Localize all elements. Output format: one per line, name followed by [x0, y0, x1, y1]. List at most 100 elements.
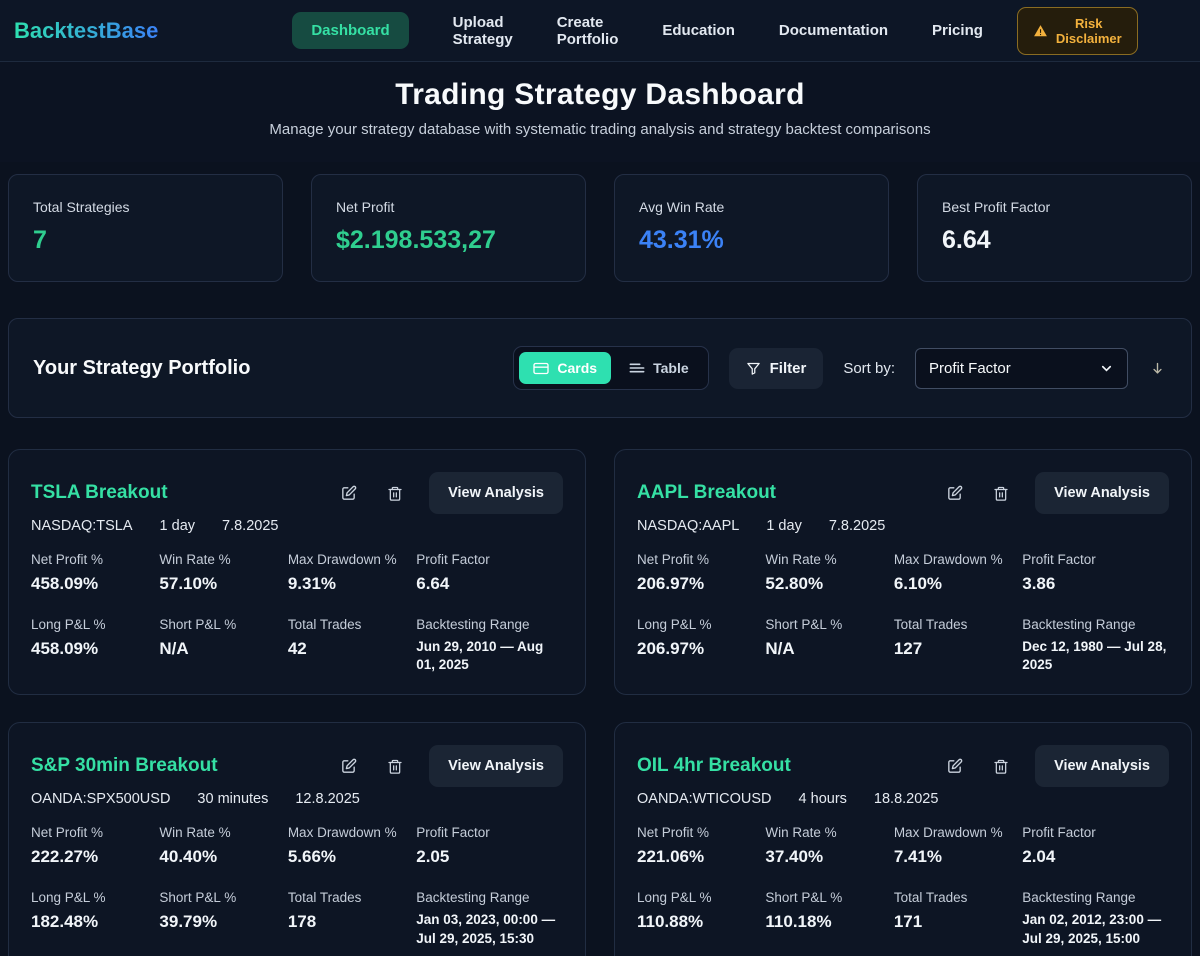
strategy-meta: NASDAQ:AAPL 1 day 7.8.2025	[637, 518, 1169, 534]
view-analysis-button[interactable]: View Analysis	[429, 472, 563, 514]
delete-button[interactable]	[383, 754, 407, 779]
stat-label: Net Profit %	[637, 825, 710, 841]
view-analysis-button[interactable]: View Analysis	[1035, 472, 1169, 514]
edit-button[interactable]	[942, 481, 967, 506]
stat-cell: Backtesting Range Jan 03, 2023, 00:00 — J…	[416, 890, 563, 947]
strategy-card-header: OIL 4hr Breakout View Analysis	[637, 745, 1169, 788]
stat-value: 2.05	[416, 847, 450, 867]
sort-direction-button[interactable]	[1148, 358, 1167, 379]
edit-button[interactable]	[942, 754, 967, 779]
stat-value: Dec 12, 1980 — Jul 28, 2025	[1022, 639, 1167, 673]
stat-value: 458.09%	[31, 574, 99, 593]
view-toggle-group: Cards Table	[513, 346, 709, 390]
stat-cell: Backtesting Range Jan 02, 2012, 23:00 — J…	[1022, 890, 1169, 947]
stat-cell: Win Rate % 57.10%	[159, 552, 287, 594]
stat-label: Backtesting Range	[416, 890, 530, 906]
summary-card-net-profit: Net Profit $2.198.533,27	[311, 174, 586, 282]
risk-disclaimer-button[interactable]: Risk Disclaimer	[1016, 6, 1138, 55]
strategy-card: S&P 30min Breakout View Analysis OANDA:S…	[8, 722, 586, 956]
nav-item-education[interactable]: Education	[662, 22, 735, 39]
stat-cell: Backtesting Range Dec 12, 1980 — Jul 28, …	[1022, 617, 1169, 674]
table-view-button[interactable]: Table	[615, 352, 703, 384]
stat-cell: Total Trades 127	[894, 617, 1022, 674]
stat-label: Profit Factor	[416, 552, 490, 567]
stat-cell: Net Profit % 221.06%	[637, 825, 765, 867]
stat-cell: Max Drawdown % 9.31%	[288, 552, 416, 594]
stat-label: Short P&L %	[765, 617, 843, 632]
nav-item-create-portfolio[interactable]: Create Portfolio	[556, 13, 619, 48]
stat-label: Backtesting Range	[1022, 617, 1136, 632]
page-title: Trading Strategy Dashboard	[395, 78, 805, 111]
sort-select[interactable]: Profit Factor	[915, 347, 1128, 389]
stat-cell: Win Rate % 52.80%	[765, 552, 893, 594]
risk-disclaimer-label: Risk Disclaimer	[1055, 15, 1122, 46]
sort-by-label: Sort by:	[843, 359, 895, 377]
stat-value: 2.04	[1022, 847, 1056, 867]
strategy-date: 7.8.2025	[222, 518, 279, 534]
stat-value: 171	[893, 912, 923, 932]
delete-button[interactable]	[383, 481, 407, 506]
nav-item-documentation[interactable]: Documentation	[778, 22, 889, 39]
stat-value: 6.10%	[893, 574, 943, 593]
nav-item-pricing[interactable]: Pricing	[932, 22, 983, 39]
stat-label: Net Profit %	[31, 825, 104, 841]
strategy-card-header: AAPL Breakout View Analysis	[637, 472, 1169, 514]
summary-value: 7	[33, 226, 47, 254]
navbar: BacktestBase Dashboard Upload Strategy C…	[0, 0, 1200, 62]
stat-label: Max Drawdown %	[893, 552, 1003, 567]
stat-value: 39.79%	[159, 912, 218, 932]
cards-view-button[interactable]: Cards	[519, 352, 612, 384]
stat-cell: Total Trades 42	[288, 617, 416, 674]
stat-label: Net Profit %	[31, 552, 104, 567]
filter-button[interactable]: Filter	[728, 347, 824, 389]
stat-value: 7.41%	[893, 847, 943, 867]
edit-button[interactable]	[336, 481, 361, 506]
view-analysis-button[interactable]: View Analysis	[1035, 745, 1169, 788]
strategy-title: TSLA Breakout	[31, 482, 168, 503]
stat-value: 178	[287, 912, 317, 932]
strategy-timeframe: 1 day	[766, 518, 802, 534]
view-analysis-button[interactable]: View Analysis	[429, 745, 563, 788]
stat-label: Win Rate %	[765, 552, 837, 567]
stat-value: N/A	[159, 639, 189, 658]
stat-value: 221.06%	[637, 847, 705, 867]
stat-label: Profit Factor	[1022, 552, 1096, 567]
delete-button[interactable]	[989, 481, 1013, 506]
edit-button[interactable]	[336, 754, 361, 779]
stat-label: Short P&L %	[765, 890, 843, 906]
stat-value: 222.27%	[31, 847, 99, 867]
stat-cell: Profit Factor 2.04	[1022, 825, 1169, 867]
chevron-down-icon	[1099, 361, 1114, 376]
stat-value: Jan 03, 2023, 00:00 — Jul 29, 2025, 15:3…	[416, 912, 556, 946]
strategy-title: AAPL Breakout	[637, 482, 777, 503]
stat-label: Total Trades	[287, 617, 362, 632]
edit-icon	[946, 485, 963, 502]
brand-logo[interactable]: BacktestBase	[14, 17, 159, 43]
stat-value: Jan 02, 2012, 23:00 — Jul 29, 2025, 15:0…	[1022, 912, 1162, 946]
card-icon	[533, 362, 550, 375]
nav-item-dashboard[interactable]: Dashboard	[292, 12, 409, 49]
stat-value: 5.66%	[287, 847, 337, 867]
nav-links: Dashboard Upload Strategy Create Portfol…	[292, 12, 983, 49]
stat-label: Long P&L %	[31, 890, 106, 906]
stat-cell: Short P&L % 110.18%	[765, 890, 893, 947]
stat-cell: Profit Factor 2.05	[416, 825, 563, 867]
stat-cell: Short P&L % N/A	[159, 617, 287, 674]
stat-value: 57.10%	[159, 574, 218, 593]
summary-value: 43.31%	[639, 226, 724, 254]
page-header: Trading Strategy Dashboard Manage your s…	[0, 62, 1200, 162]
stat-value: 6.64	[416, 574, 450, 593]
stat-value: 110.88%	[637, 912, 704, 932]
stat-cell: Win Rate % 40.40%	[159, 825, 287, 867]
page-subtitle: Manage your strategy database with syste…	[269, 121, 931, 138]
stat-label: Long P&L %	[637, 617, 712, 632]
edit-icon	[340, 485, 357, 502]
nav-item-upload-strategy[interactable]: Upload Strategy	[452, 13, 513, 48]
table-view-label: Table	[653, 360, 689, 376]
stat-cell: Long P&L % 458.09%	[31, 617, 159, 674]
strategy-card-header: S&P 30min Breakout View Analysis	[31, 745, 563, 788]
stat-label: Max Drawdown %	[287, 825, 397, 841]
delete-button[interactable]	[989, 754, 1013, 779]
stat-label: Long P&L %	[31, 617, 106, 632]
portfolio-controls: Cards Table Filter Sort by: Profit Facto…	[513, 346, 1167, 390]
